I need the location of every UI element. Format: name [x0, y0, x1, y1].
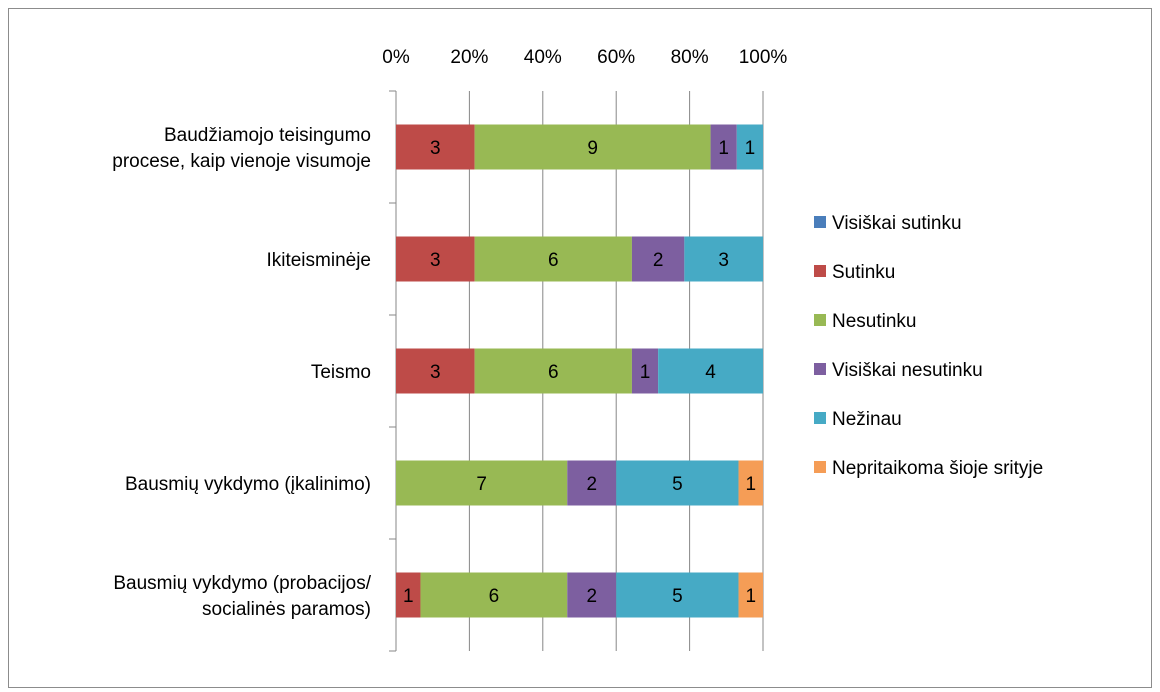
bar-segment: [474, 236, 632, 282]
data-label: 3: [718, 250, 729, 271]
data-label: 1: [403, 586, 414, 607]
category-label-line: Baudžiamojo teisingumo: [164, 125, 371, 146]
bar-segment: [684, 236, 763, 282]
data-label: 6: [548, 362, 559, 383]
legend-label: Nepritaikoma šioje srityje: [832, 458, 1043, 479]
data-label: 6: [489, 586, 500, 607]
category-label-line: Bausmių vykdymo (įkalinimo): [125, 474, 371, 495]
data-label: 1: [745, 586, 756, 607]
legend-label: Nesutinku: [832, 311, 917, 332]
bar-segment: [474, 124, 711, 170]
category-label-line: Ikiteisminėje: [266, 250, 371, 271]
bar-segment: [658, 348, 763, 394]
bar-segment: [396, 124, 475, 170]
bar-segment: [396, 572, 421, 618]
legend: Visiškai sutinku Sutinku Nesutinku Visiškai…: [814, 213, 1043, 479]
category-label: Ikiteisminėje: [266, 250, 371, 271]
chart-frame: 0% 20% 40% 60% 80% 100% Baudžiamojo teisingumo…: [8, 8, 1152, 688]
bar-segment: [567, 460, 617, 506]
category-label: Bausmių vykdymo (įkalinimo): [125, 474, 371, 495]
x-tick-label: 100%: [739, 47, 788, 68]
legend-swatch: [814, 363, 826, 375]
stacked-bar-chart: 0% 20% 40% 60% 80% 100% Baudžiamojo teisingumo…: [112, 47, 1043, 652]
bar-segment: [631, 348, 659, 394]
bar-segment: [710, 124, 737, 170]
data-label: 4: [705, 362, 716, 383]
data-label: 3: [430, 362, 441, 383]
category-label: Bausmių vykdymo (probacijos/socialinės p…: [113, 573, 371, 620]
data-labels: 3 9 1 13 6 2 33 6 1 47 2 5 11 6 2 5 1: [403, 138, 756, 607]
data-label: 2: [586, 586, 597, 607]
category-label-line: procese, kaip vienoje visumoje: [112, 151, 371, 172]
legend-swatch: [814, 216, 826, 228]
legend-label: Visiškai sutinku: [832, 213, 962, 234]
data-label: 1: [718, 138, 729, 159]
data-label: 1: [745, 474, 756, 495]
axes: 0% 20% 40% 60% 80% 100% Baudžiamojo teisingumo…: [112, 47, 788, 652]
bar-segment: [738, 572, 763, 618]
x-tick-label: 0%: [382, 47, 410, 68]
data-label: 3: [430, 138, 441, 159]
x-tick-label: 80%: [671, 47, 709, 68]
legend-swatch: [814, 314, 826, 326]
x-tick-label: 60%: [597, 47, 635, 68]
bar-segment: [420, 572, 568, 618]
bar-segment: [616, 572, 739, 618]
legend-swatch: [814, 412, 826, 424]
legend-swatch: [814, 461, 826, 473]
category-label-line: Bausmių vykdymo (probacijos/: [113, 573, 371, 594]
category-label: Teismo: [311, 362, 371, 383]
data-label: 1: [745, 138, 756, 159]
data-label: 2: [653, 250, 664, 271]
legend-label: Visiškai nesutinku: [832, 360, 983, 381]
data-label: 2: [586, 474, 597, 495]
bar-segment: [616, 460, 739, 506]
data-label: 5: [672, 586, 683, 607]
legend-label: Nežinau: [832, 409, 902, 430]
legend-label: Sutinku: [832, 262, 895, 283]
legend-swatch: [814, 265, 826, 277]
bar-segment: [396, 460, 568, 506]
category-label-line: socialinės paramos): [202, 599, 371, 620]
bar-segment: [396, 348, 475, 394]
bar-segment: [738, 460, 763, 506]
x-tick-label: 20%: [450, 47, 488, 68]
data-label: 9: [587, 138, 598, 159]
bar-segment: [396, 236, 475, 282]
bar-segment: [631, 236, 685, 282]
bar-segment: [736, 124, 763, 170]
category-label-line: Teismo: [311, 362, 371, 383]
bars: [396, 124, 763, 618]
data-label: 5: [672, 474, 683, 495]
data-label: 6: [548, 250, 559, 271]
x-tick-label: 40%: [524, 47, 562, 68]
data-label: 7: [476, 474, 487, 495]
category-label: Baudžiamojo teisingumo procese, kaip vien…: [112, 125, 371, 172]
bar-segment: [567, 572, 617, 618]
data-label: 3: [430, 250, 441, 271]
data-label: 1: [640, 362, 651, 383]
bar-segment: [474, 348, 632, 394]
